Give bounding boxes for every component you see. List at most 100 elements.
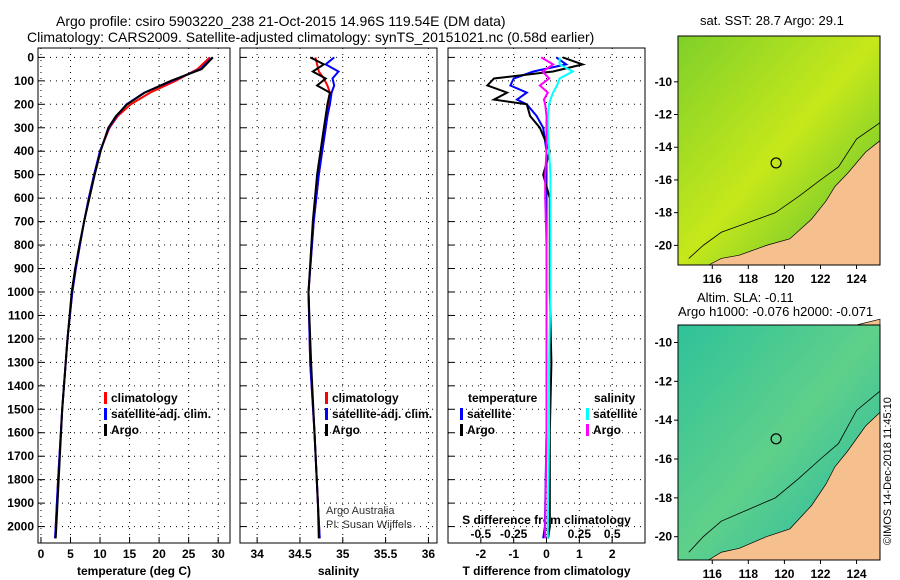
legend-swatch	[104, 392, 107, 404]
depth-tick-label: 100	[14, 74, 34, 88]
x-tick-label: 5	[67, 547, 74, 561]
map-lat-label: -12	[655, 374, 673, 388]
x-axis-label: T difference from climatology	[462, 564, 630, 578]
legend-label: climatology	[111, 391, 178, 405]
map-frame-2	[677, 324, 881, 561]
legend-swatch	[325, 392, 328, 404]
depth-tick-label: 1800	[7, 473, 34, 487]
depth-tick-label: 600	[14, 191, 34, 205]
series-line-climatology	[307, 57, 331, 539]
s-diff-tick-label: 0	[543, 527, 550, 541]
depth-tick-label: 300	[14, 121, 34, 135]
map-lat-label: -18	[655, 491, 673, 505]
argo-profile-marker	[770, 157, 782, 169]
legend-swatch	[460, 408, 463, 420]
depth-tick-label: 400	[14, 144, 34, 158]
legend-label: climatology	[332, 391, 399, 405]
x-tick-label: -1	[508, 547, 519, 561]
map-lat-label: -12	[655, 108, 673, 122]
legend-label: satellite	[593, 407, 638, 421]
legend-swatch	[325, 408, 328, 420]
x-tick-label: 20	[152, 547, 166, 561]
map-lon-label: 122	[810, 567, 830, 580]
legend-title-temperature: temperature	[468, 391, 538, 405]
x-tick-label: 10	[93, 547, 107, 561]
map-lon-label: 124	[847, 272, 867, 286]
panel-frame-1	[37, 47, 231, 544]
map-lon-label: 118	[739, 272, 759, 286]
land-island	[834, 318, 881, 326]
series-line-argo	[307, 56, 332, 539]
series-line-s-satellite	[546, 57, 575, 539]
panel-frame-2	[239, 47, 438, 544]
map-lat-label: -14	[655, 413, 673, 427]
map-lat-label: -10	[655, 75, 673, 89]
legend-swatch	[586, 424, 589, 436]
s-diff-tick-label: 0.25	[568, 527, 592, 541]
legend-label: satellite-adj. clim.	[332, 407, 432, 421]
sla-map-title: Altim. SLA: -0.11	[697, 290, 794, 305]
map-lon-label: 120	[774, 272, 794, 286]
map-lon-label: 122	[810, 272, 830, 286]
x-axis-label: temperature (deg C)	[77, 564, 191, 578]
map-frame-1	[677, 35, 881, 266]
x-tick-label: 35	[336, 547, 350, 561]
x-tick-label: 0	[38, 547, 45, 561]
legend-label: satellite	[467, 407, 512, 421]
x-tick-label: 30	[212, 547, 226, 561]
map-lat-label: -18	[655, 206, 673, 220]
map-lon-label: 124	[847, 567, 867, 580]
legend-swatch	[325, 424, 328, 436]
depth-tick-label: 1700	[7, 449, 34, 463]
legend-label: Argo	[332, 423, 360, 437]
figure-subtitle: Climatology: CARS2009. Satellite-adjuste…	[27, 29, 595, 45]
depth-tick-label: 1100	[8, 308, 34, 322]
s-diff-tick-label: 0.5	[604, 527, 621, 541]
legend-label: satellite-adj. clim.	[111, 407, 211, 421]
x-tick-label: 35.5	[374, 547, 398, 561]
depth-tick-label: 1900	[7, 496, 34, 510]
legend-swatch	[460, 424, 463, 436]
map-lat-label: -20	[655, 530, 673, 544]
legend-label: Argo	[593, 423, 621, 437]
depth-tick-label: 1000	[7, 285, 34, 299]
x-tick-label: 1	[576, 547, 583, 561]
legend-label: Argo	[467, 423, 495, 437]
map-lon-label: 116	[703, 567, 723, 580]
x-tick-label: 34.5	[288, 547, 312, 561]
depth-tick-label: 2000	[7, 520, 34, 534]
legend-title-salinity: salinity	[594, 391, 636, 405]
map-lat-label: -16	[655, 173, 673, 187]
bathymetry-contour	[688, 122, 881, 259]
depth-tick-label: 700	[14, 215, 34, 229]
legend-swatch	[104, 424, 107, 436]
depth-tick-label: 500	[14, 168, 34, 182]
depth-tick-label: 200	[14, 97, 34, 111]
x-tick-label: 36	[422, 547, 436, 561]
s-diff-tick-label: -0.5	[470, 527, 491, 541]
depth-tick-label: 1600	[7, 426, 34, 440]
attribution-line2: PI: Susan Wijffels	[326, 519, 412, 531]
sst-map-title: sat. SST: 28.7 Argo: 29.1	[700, 13, 844, 28]
depth-tick-label: 900	[14, 262, 34, 276]
series-line-climatology	[54, 56, 211, 539]
legend-swatch	[586, 408, 589, 420]
argo-profile-marker	[770, 433, 782, 445]
depth-tick-label: 1500	[7, 402, 34, 416]
map-lon-label: 120	[774, 567, 794, 580]
map-lat-label: -10	[655, 335, 673, 349]
x-tick-label: 0	[543, 547, 550, 561]
map-lon-label: 118	[739, 567, 759, 580]
x-tick-label: 25	[182, 547, 196, 561]
s-diff-axis-label: S difference from climatology	[462, 513, 631, 527]
series-line-satellite-adj-clim-	[54, 56, 214, 539]
x-axis-label: salinity	[318, 564, 360, 578]
s-diff-tick-label: -0.25	[500, 527, 528, 541]
sla-map-subtitle: Argo h1000: -0.076 h2000: -0.071	[678, 304, 874, 319]
depth-tick-label: 0	[27, 50, 34, 64]
map-lat-label: -16	[655, 452, 673, 466]
legend-label: Argo	[111, 423, 139, 437]
x-tick-label: 34	[250, 547, 264, 561]
